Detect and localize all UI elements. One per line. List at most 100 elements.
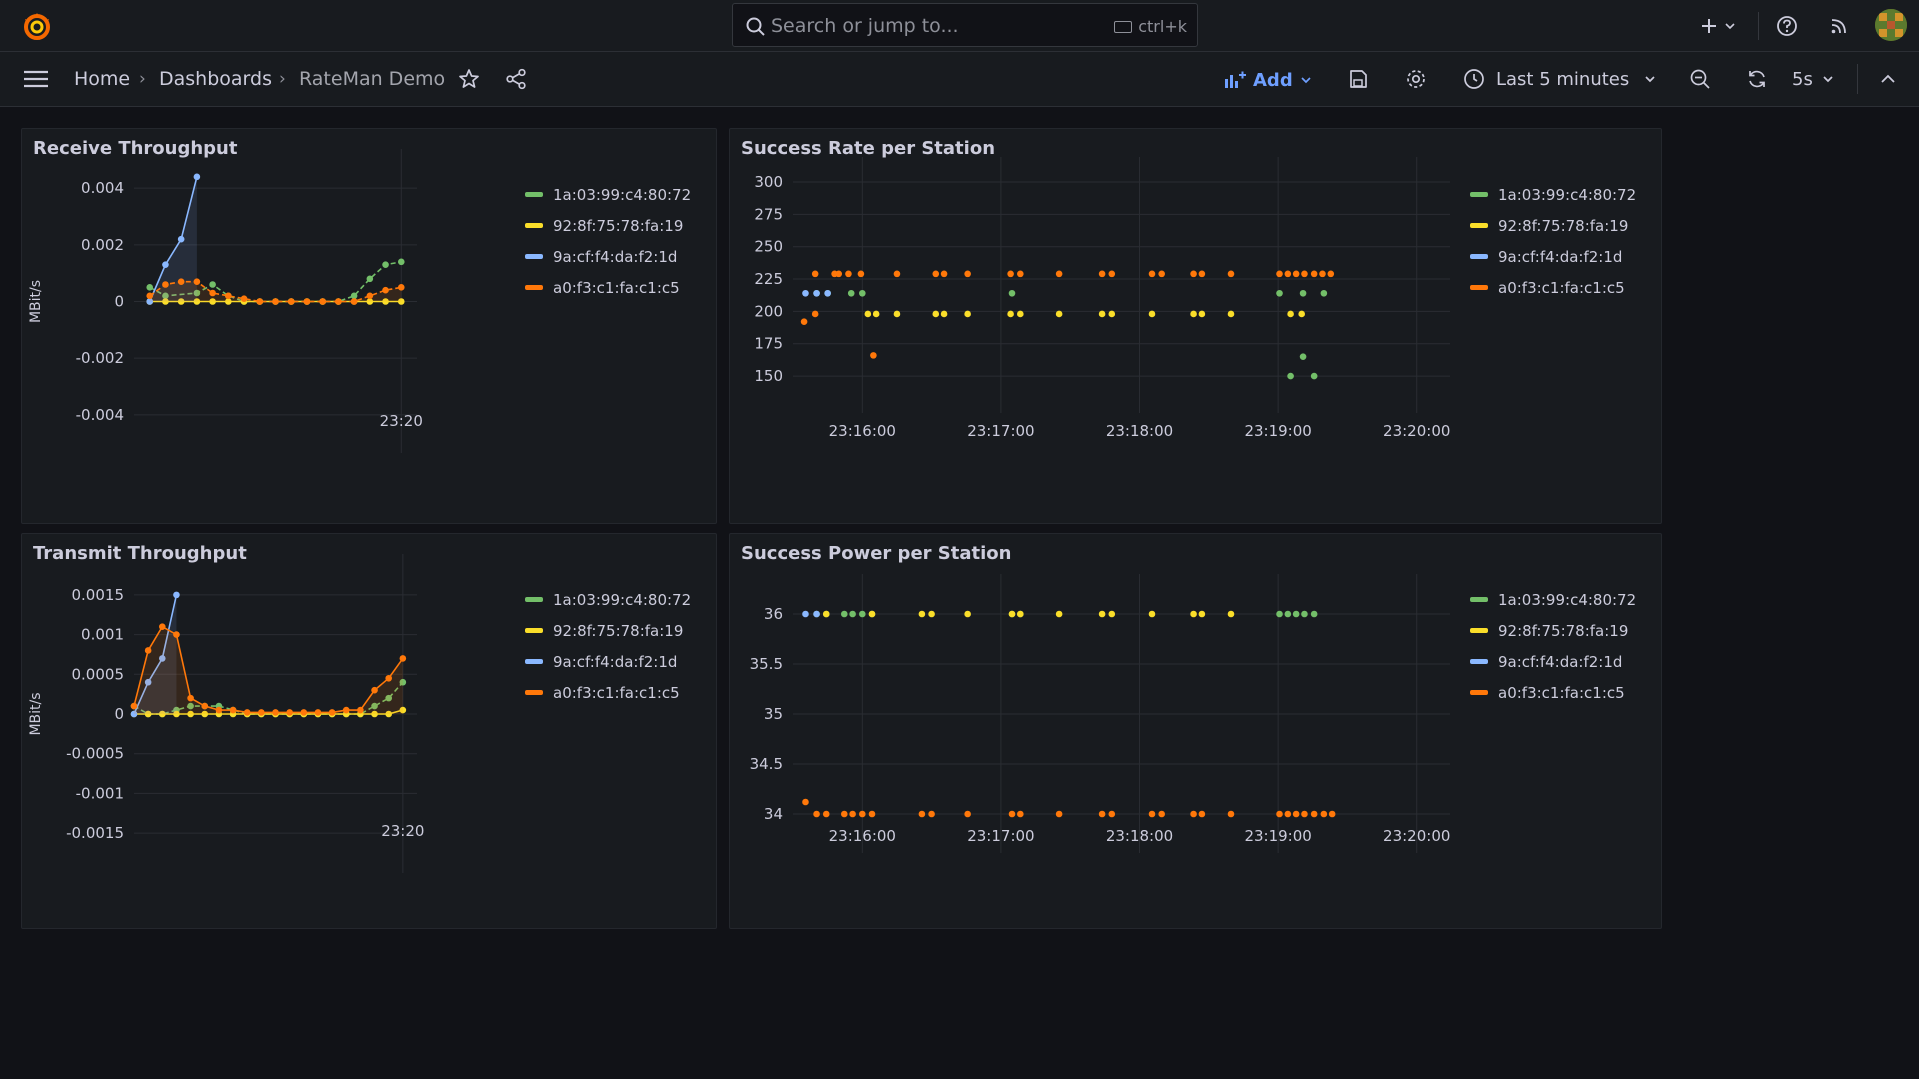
news-feed-icon[interactable] <box>1825 12 1853 40</box>
data-point <box>1287 310 1294 318</box>
time-range-picker[interactable]: Last 5 minutes <box>1462 65 1657 93</box>
share-icon[interactable] <box>504 67 528 91</box>
breadcrumb-dashboards[interactable]: Dashboards <box>159 68 272 90</box>
y-tick-label: 250 <box>754 238 783 256</box>
panel-transmit-throughput[interactable]: Transmit Throughput 0.0015 0.001 0.0005 0 -0… <box>21 533 717 929</box>
chevron-down-icon <box>1301 77 1311 84</box>
data-point <box>928 610 935 618</box>
legend-label: a0:f3:c1:fa:c1:c5 <box>1498 279 1625 297</box>
breadcrumb-home[interactable]: Home <box>74 68 131 90</box>
data-point <box>813 810 820 818</box>
y-tick-label: 0.004 <box>81 179 124 197</box>
data-point <box>243 709 251 716</box>
data-point <box>193 173 201 181</box>
data-point <box>300 709 308 716</box>
data-point <box>859 810 866 818</box>
data-point <box>1008 610 1016 618</box>
data-point <box>1190 610 1197 618</box>
grafana-logo-icon[interactable] <box>20 9 54 43</box>
data-point <box>1298 310 1305 318</box>
refresh-interval-picker[interactable]: 5s <box>1792 65 1835 93</box>
panel-success-power[interactable]: Success Power per Station 36 35.5 35 34.5 34… <box>729 533 1662 929</box>
data-point <box>177 298 185 305</box>
series-area <box>134 594 177 714</box>
y-tick-label: 0 <box>114 293 124 311</box>
navbar-divider <box>1857 64 1858 94</box>
data-point <box>399 655 407 662</box>
data-point <box>385 710 393 718</box>
data-point <box>1098 310 1106 318</box>
legend-label: 9a:cf:f4:da:f2:1d <box>553 653 677 671</box>
settings-gear-icon[interactable] <box>1404 67 1428 91</box>
series-area <box>149 281 402 302</box>
star-icon[interactable] <box>457 67 481 91</box>
data-point <box>225 298 232 305</box>
data-point <box>1276 270 1283 278</box>
help-icon[interactable] <box>1773 12 1801 40</box>
legend-label: a0:f3:c1:fa:c1:c5 <box>1498 684 1625 702</box>
panel-success-rate[interactable]: Success Rate per Station 300 275 250 225 200… <box>729 128 1662 524</box>
legend-swatch <box>525 628 543 633</box>
new-dropdown-button[interactable] <box>1694 12 1740 40</box>
y-tick-label: 36 <box>764 605 783 623</box>
data-point <box>870 352 877 359</box>
data-point <box>845 270 852 278</box>
data-point <box>849 610 856 618</box>
y-tick-label: 0.002 <box>81 236 124 254</box>
y-tick-label: -0.002 <box>76 349 124 367</box>
data-point <box>286 709 293 716</box>
data-point <box>1301 610 1308 618</box>
data-point <box>215 706 223 714</box>
legend-label: 1a:03:99:c4:80:72 <box>553 591 691 609</box>
chevron-up-icon[interactable] <box>1878 69 1898 89</box>
data-point <box>1148 270 1156 278</box>
data-point <box>240 295 248 302</box>
legend-swatch <box>525 285 543 290</box>
refresh-icon[interactable] <box>1745 67 1769 91</box>
x-tick-label: 23:17:00 <box>967 827 1034 845</box>
breadcrumb-separator: › <box>139 69 146 89</box>
legend-label: 9a:cf:f4:da:f2:1d <box>553 248 677 266</box>
data-point <box>1008 810 1016 818</box>
data-point <box>1310 372 1318 380</box>
save-icon[interactable] <box>1346 67 1370 91</box>
data-point <box>303 298 311 305</box>
data-point <box>1227 310 1235 318</box>
data-point <box>159 710 166 718</box>
user-avatar[interactable] <box>1875 9 1907 41</box>
legend-label: 92:8f:75:78:fa:19 <box>553 217 683 235</box>
data-point <box>328 709 336 716</box>
legend-swatch <box>525 223 543 228</box>
data-point <box>1292 810 1300 818</box>
data-point <box>1008 289 1016 297</box>
search-shortcut: ctrl+k <box>1138 17 1187 36</box>
panel-title: Transmit Throughput <box>33 543 247 564</box>
menu-icon[interactable] <box>22 68 50 90</box>
data-point <box>864 310 872 318</box>
y-tick-label: 175 <box>754 335 783 353</box>
data-point <box>159 623 166 630</box>
zoom-out-icon[interactable] <box>1688 67 1712 91</box>
data-point <box>1328 810 1336 818</box>
data-point <box>1007 270 1014 278</box>
topbar-divider <box>1758 12 1759 40</box>
data-point <box>173 710 180 718</box>
search-placeholder: Search or jump to... <box>771 15 959 37</box>
search-input[interactable]: Search or jump to... ctrl+k <box>732 3 1198 47</box>
add-label: Add <box>1253 69 1293 91</box>
data-point <box>1284 810 1292 818</box>
panel-receive-throughput[interactable]: Receive Throughput 0.004 0.002 0 -0.002 -0.0… <box>21 128 717 524</box>
data-point <box>229 706 237 714</box>
y-tick-label: 35.5 <box>750 655 783 673</box>
data-point <box>397 298 405 305</box>
data-point <box>1227 810 1235 818</box>
data-point <box>1327 270 1335 278</box>
legend-swatch <box>1470 254 1488 259</box>
data-point <box>1310 810 1318 818</box>
data-point <box>1148 310 1156 318</box>
data-point <box>964 610 971 618</box>
y-tick-label: 150 <box>754 367 783 385</box>
y-tick-label: 35 <box>764 705 783 723</box>
add-panel-button[interactable]: Add <box>1223 66 1313 94</box>
y-tick-label: 275 <box>754 205 783 223</box>
